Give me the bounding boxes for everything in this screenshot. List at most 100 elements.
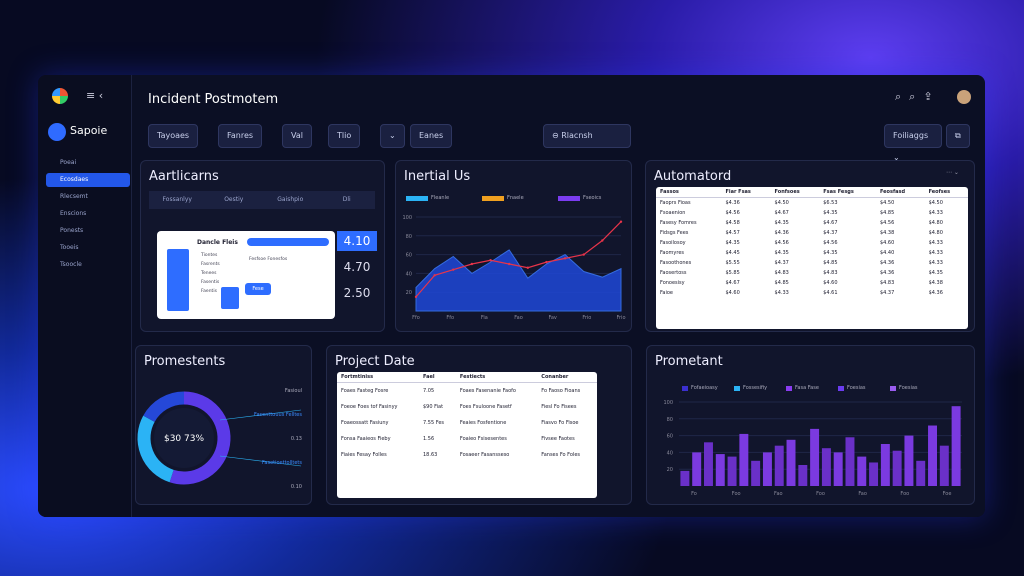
table-cell: Fanses Fo Foles [541,452,580,458]
table-cell: Fonoesisy [660,280,685,286]
nav-item[interactable]: Poeai [60,159,77,166]
header-icons[interactable]: ⌕⌕⇪ [895,90,941,103]
table-cell: Foaes Fasteg Fosre [341,388,389,394]
table-cell: Fivsee Faotes [541,436,575,442]
panel: Prometant Fofaeioasy Fossesifiy Fasa Fase F… [646,345,975,505]
avatar[interactable] [957,90,971,104]
table-cell: $4.50 [879,200,895,206]
panel-title: Automatord [654,169,732,184]
search-box[interactable]: ⊖ Rlacnsh [543,124,631,148]
bar [692,452,702,486]
table-cell: $4.33 [928,210,943,216]
table-row[interactable]: Faosertoss $5.85 $4.83 $4.83 $4.36 $4.35 [656,268,968,278]
bar [833,452,843,486]
bar [916,460,926,486]
table-cell: $4.83 [879,280,895,286]
legend-swatch [682,385,688,391]
connector [219,409,302,421]
bar [939,445,949,486]
line-chart: 20 40 60 80 100 Ffo Ffo Fia Fao Fav Frio Frio [402,215,625,321]
search-text: Rlacnsh [561,131,593,140]
legend-text: Foesias [899,385,918,391]
nav-item[interactable]: Tsoocle [60,261,82,268]
bar [951,406,961,486]
table-cell: $4.36 [725,200,740,206]
card-note: Fesfsoe Fonesfos [249,257,288,262]
y-tick-label: 40 [667,450,673,456]
table-cell: Fasoilosoy [660,240,686,246]
table-cell: $4.37 [774,260,789,266]
card-button[interactable]: Fese [245,283,271,295]
legend-text: Fnaele [507,195,524,201]
nav-item[interactable]: Ecosdaes [46,173,130,187]
toolbar-button[interactable]: Val [282,124,312,148]
column-header: Fiar Fsas [721,187,771,198]
menu-icon[interactable]: ≡ ‹ [86,89,104,102]
column-header: Feosfasd [875,187,925,198]
y-tick-label: 20 [406,290,412,296]
table-cell: $4.35 [725,240,740,246]
export-button[interactable]: ⧉ [946,124,970,148]
bar [739,433,749,486]
toolbar-button[interactable]: Tayoaes [148,124,199,148]
table-cell: $4.36 [879,260,895,266]
column-header: Feofses [924,187,968,198]
legend-swatch [890,385,896,391]
table-row[interactable]: Fonoesisy $4.67 $4.85 $4.60 $4.83 $4.38 [656,278,968,288]
dropdown[interactable]: ⌄ [380,124,405,148]
page-title: Incident Postmotem [148,92,279,107]
nav-item[interactable]: Tooeis [60,244,79,251]
table-cell: $4.67 [774,210,789,216]
point [452,268,455,271]
column-header: Dli [342,196,351,203]
table-row[interactable]: Fasesy Fomres $4.58 $4.35 $4.67 $4.56 $4.80 [656,218,968,228]
table-cell: Fasesy Fomres [660,220,697,226]
bar [869,462,879,486]
table-row[interactable]: Fasoilosoy $4.35 $4.56 $4.56 $4.60 $4.33 [656,238,968,248]
bar [762,452,772,486]
donut-label: Fasenttouus Felltes [254,412,302,418]
card-line: Tiontes [201,253,218,258]
table-cell: $4.61 [823,290,838,296]
nav-item[interactable]: Enscions [60,210,87,217]
donut-chart: $30 73% Fasioul Fasenttouus Felltes 0.13 Fas… [137,388,302,490]
table-row[interactable]: Faoprs Fioas $4.36 $4.50 $6.53 $4.50 $4.50 [656,198,968,209]
table-cell: $4.56 [725,210,740,216]
point [563,257,567,260]
table-row[interactable]: Fasoothones $5.55 $4.37 $4.85 $4.36 $4.33 [656,258,968,268]
table-cell: Fasoothones [660,260,692,266]
table-row[interactable]: Faomyres $4.45 $4.35 $4.35 $4.40 $4.33 [656,248,968,258]
table-cell: $4.56 [879,220,895,226]
bar-chart: 20 40 60 80 100 Fo Foo Fao Foo Fao Foo Foe [663,400,962,497]
connector [219,455,302,467]
table-row[interactable]: Foeoe Foes tof Fasinyy $90 Fiat Foes Fsulo… [337,399,597,415]
legend-swatch [406,195,428,201]
nav-item[interactable]: Ponests [60,227,84,234]
table-cell: Fiasvo Fo Fisoe [541,420,579,426]
table-cell: $4.80 [928,230,943,236]
table-cell: $4.35 [823,250,838,256]
table-row[interactable]: Fsoaenion $4.56 $4.67 $4.35 $4.85 $4.33 [656,208,968,218]
table-row[interactable]: Fidsgs Fees $4.57 $4.36 $4.37 $4.38 $4.80 [656,228,968,238]
table-row[interactable]: Foaes Fasteg Fosre 7.05 Foaes Fasenanie Fa… [337,383,597,400]
point [601,239,604,242]
table-cell: Foaes Fasenanie Faofo [459,388,516,394]
table-cell: $4.38 [928,280,943,286]
panel: Promestents $30 73% Fasioul Fasenttouus Fe… [135,345,312,505]
donut-segment [169,391,231,485]
toolbar-button[interactable]: Tlio [328,124,361,148]
filter-button[interactable]: Foiliaggs ⌄ [884,124,942,162]
toolbar-button[interactable]: Eanes [410,124,453,148]
table-row[interactable]: Fiaies Fesay Folles 18.63 Fosaeer Fasansse… [337,447,597,463]
legend-item: Fleanle [406,195,449,201]
nav-item[interactable]: Rlecsemt [60,193,88,200]
table-row[interactable]: Faioe $4.60 $4.33 $4.61 $4.37 $4.36 [656,288,968,298]
legend-swatch [734,385,740,391]
panel-menu[interactable]: ⋯ ⌄ [946,169,959,176]
y-tick-label: 20 [667,467,673,473]
donut-label: 0.10 [291,484,302,490]
table-row[interactable]: Fonsa Faaieos Fieby 1.56 Foaieo Fsisesente… [337,431,597,447]
toolbar-button[interactable]: Fanres [218,124,263,148]
legend-text: Fossesifiy [743,385,768,391]
table-row[interactable]: Foaeossatt Fasiuny 7.55 Fes Feaies Fosfent… [337,415,597,431]
